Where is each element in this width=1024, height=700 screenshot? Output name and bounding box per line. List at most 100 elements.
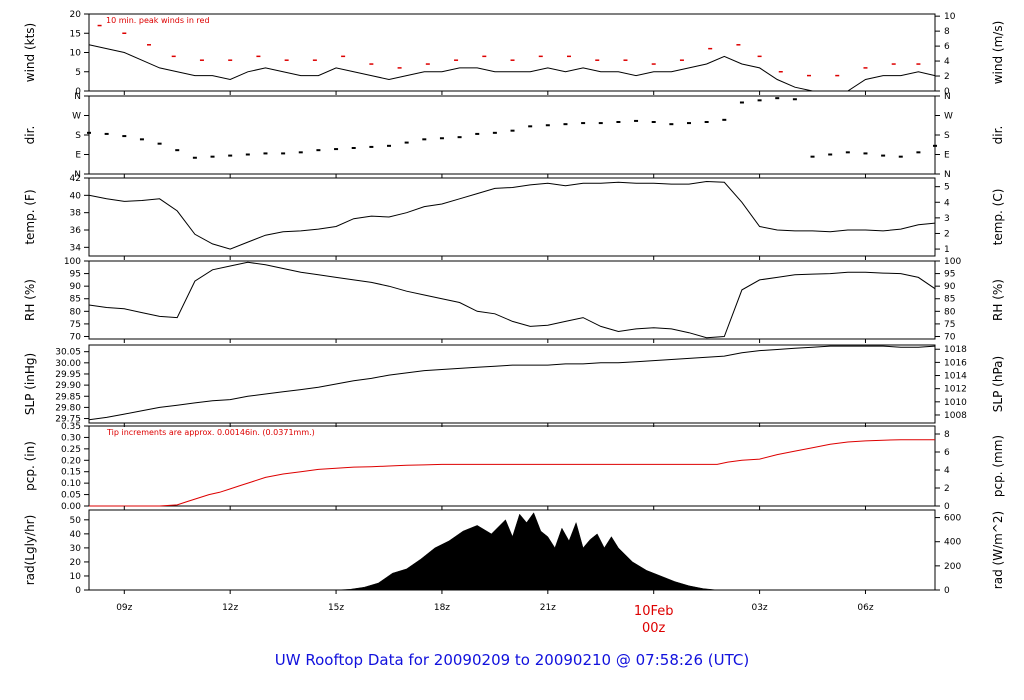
right-tick-label-rh: 95 bbox=[944, 270, 955, 280]
right-tick-label-temp: 5 bbox=[944, 183, 950, 193]
right-tick-label-rh: 80 bbox=[944, 307, 956, 317]
left-tick-label-wind: 0 bbox=[75, 87, 81, 97]
series-point-dir-0 bbox=[722, 118, 727, 121]
right-tick-label-pcp: 2 bbox=[944, 484, 950, 494]
x-tick-label: 15z bbox=[328, 603, 344, 613]
series-point-dir-0 bbox=[298, 151, 303, 154]
series-point-dir-0 bbox=[775, 97, 780, 100]
series-point-wind-1 bbox=[397, 67, 402, 69]
series-point-wind-1 bbox=[122, 32, 127, 34]
left-tick-label-rad: 30 bbox=[70, 544, 82, 554]
series-point-wind-1 bbox=[863, 67, 868, 69]
right-tick-label-rad: 600 bbox=[944, 514, 961, 524]
date-marker-time: 00z bbox=[642, 621, 666, 636]
left-axis-label-temp: temp. (F) bbox=[23, 189, 37, 244]
series-point-dir-0 bbox=[492, 131, 497, 134]
panel-frame-rh bbox=[88, 260, 936, 340]
series-point-dir-0 bbox=[122, 135, 127, 138]
left-tick-label-rh: 100 bbox=[64, 257, 81, 267]
series-point-dir-0 bbox=[863, 152, 868, 155]
series-point-wind-1 bbox=[651, 63, 656, 65]
series-point-wind-1 bbox=[623, 59, 628, 61]
right-tick-label-dir: N bbox=[944, 170, 951, 180]
right-axis-label-rad: rad (W/m^2) bbox=[991, 511, 1005, 589]
x-tick-label: 12z bbox=[222, 603, 238, 613]
series-point-dir-0 bbox=[510, 129, 515, 132]
right-tick-label-dir: E bbox=[944, 151, 950, 161]
series-point-dir-0 bbox=[475, 132, 480, 135]
x-tick-label: 06z bbox=[857, 603, 873, 613]
right-tick-label-temp: 3 bbox=[944, 214, 950, 224]
series-point-wind-1 bbox=[199, 59, 204, 61]
right-axis-label-temp: temp. (C) bbox=[991, 189, 1005, 246]
right-tick-label-slp: 1012 bbox=[944, 385, 967, 395]
left-tick-label-slp: 30.05 bbox=[55, 348, 81, 358]
series-point-wind-1 bbox=[891, 63, 896, 65]
series-point-wind-1 bbox=[256, 55, 261, 58]
left-tick-label-rh: 90 bbox=[70, 282, 82, 292]
series-point-dir-0 bbox=[616, 121, 621, 123]
left-tick-label-pcp: 0.30 bbox=[61, 433, 81, 443]
left-tick-label-wind: 20 bbox=[70, 10, 82, 20]
annotation-pcp: Tip increments are approx. 0.00146in. (0… bbox=[106, 428, 315, 437]
left-tick-label-slp: 29.95 bbox=[55, 370, 81, 380]
right-tick-label-temp: 2 bbox=[944, 229, 950, 239]
series-point-dir-0 bbox=[387, 144, 391, 147]
series-point-dir-0 bbox=[933, 144, 937, 147]
series-point-dir-0 bbox=[334, 148, 339, 151]
series-point-dir-0 bbox=[704, 121, 709, 123]
right-tick-label-pcp: 0 bbox=[944, 502, 950, 512]
left-tick-label-pcp: 0.15 bbox=[61, 468, 81, 478]
left-tick-label-rad: 10 bbox=[70, 572, 82, 582]
right-axis-label-rh: RH (%) bbox=[991, 279, 1005, 321]
right-tick-label-slp: 1018 bbox=[944, 345, 967, 355]
right-axis-label-slp: SLP (hPa) bbox=[991, 356, 1005, 412]
right-tick-label-rh: 70 bbox=[944, 332, 956, 342]
left-tick-label-rad: 50 bbox=[70, 516, 82, 526]
series-point-wind-1 bbox=[757, 55, 762, 58]
x-tick-label: 18z bbox=[434, 603, 450, 613]
left-tick-label-temp: 34 bbox=[70, 243, 82, 253]
x-tick-label: 21z bbox=[540, 603, 556, 613]
x-tick-label: 03z bbox=[751, 603, 767, 613]
series-point-dir-0 bbox=[598, 122, 603, 125]
series-point-wind-1 bbox=[482, 55, 487, 58]
series-point-wind-1 bbox=[284, 59, 289, 61]
right-tick-label-wind: 10 bbox=[944, 12, 956, 22]
series-point-wind-1 bbox=[708, 47, 713, 50]
series-point-dir-0 bbox=[634, 119, 639, 122]
left-axis-label-wind: wind (kts) bbox=[23, 23, 37, 82]
right-tick-label-temp: 4 bbox=[944, 198, 950, 208]
series-point-dir-0 bbox=[845, 151, 850, 154]
left-tick-label-wind: 15 bbox=[70, 29, 81, 39]
series-point-wind-1 bbox=[736, 44, 741, 46]
left-tick-label-dir: N bbox=[74, 170, 81, 180]
series-point-dir-0 bbox=[316, 149, 321, 152]
series-point-dir-0 bbox=[210, 155, 215, 158]
series-point-dir-0 bbox=[810, 155, 815, 158]
series-point-wind-1 bbox=[595, 59, 600, 61]
left-tick-label-temp: 42 bbox=[70, 174, 81, 184]
series-point-dir-0 bbox=[104, 132, 109, 135]
right-tick-label-wind: 2 bbox=[944, 72, 950, 82]
right-tick-label-wind: 0 bbox=[944, 87, 950, 97]
left-tick-label-pcp: 0.10 bbox=[61, 479, 81, 489]
right-tick-label-wind: 8 bbox=[944, 27, 950, 37]
left-tick-label-pcp: 0.05 bbox=[61, 491, 81, 501]
left-tick-label-pcp: 0.35 bbox=[61, 422, 81, 432]
series-point-dir-0 bbox=[439, 137, 444, 140]
right-tick-label-rh: 90 bbox=[944, 282, 956, 292]
date-marker-date: 10Feb bbox=[634, 604, 674, 619]
series-point-wind-1 bbox=[807, 74, 811, 77]
right-tick-label-dir: S bbox=[944, 131, 950, 141]
right-tick-label-slp: 1010 bbox=[944, 398, 967, 408]
series-point-dir-0 bbox=[263, 152, 268, 155]
left-tick-label-dir: N bbox=[74, 92, 81, 102]
right-tick-label-slp: 1008 bbox=[944, 411, 967, 421]
left-tick-label-wind: 10 bbox=[70, 49, 82, 59]
series-line-wind bbox=[88, 44, 936, 92]
right-tick-label-pcp: 6 bbox=[944, 448, 950, 458]
series-point-dir-0 bbox=[651, 121, 656, 123]
right-tick-label-rad: 400 bbox=[944, 538, 961, 548]
